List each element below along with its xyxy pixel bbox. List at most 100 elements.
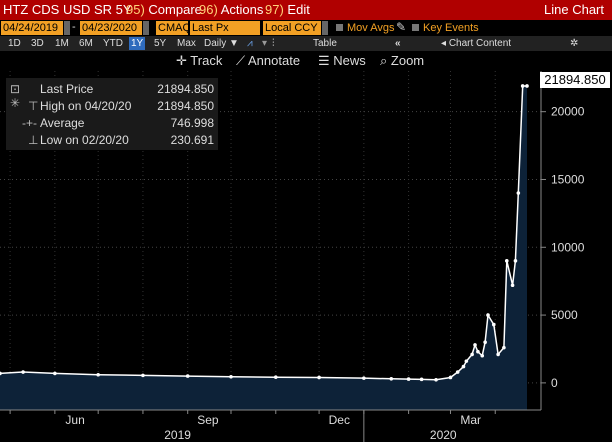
price-area	[0, 86, 527, 410]
y-tick-label: 0	[551, 376, 558, 390]
track-icon: ✛	[176, 53, 187, 68]
data-point	[434, 377, 438, 382]
x-tick-label: Mar	[460, 413, 481, 427]
data-point	[455, 370, 460, 374]
edit-menu[interactable]: 97) Edit	[265, 2, 310, 17]
legend-high-label: High on 04/20/20	[40, 99, 132, 113]
zoom-button[interactable]: ⌕ Zoom	[380, 53, 424, 69]
legend-average[interactable]: -+- Average 746.998	[10, 116, 214, 132]
range-5y[interactable]: 5Y	[154, 38, 167, 49]
data-point	[480, 353, 485, 358]
annotate-label: Annotate	[248, 53, 301, 68]
table-button[interactable]: Table	[313, 38, 337, 49]
legend-average-label: Average	[40, 116, 85, 130]
chart-type-dropdown-icon[interactable]: ▾	[262, 38, 268, 49]
data-point	[520, 84, 525, 88]
high-marker-icon: ⊤	[28, 99, 39, 113]
end-date-field[interactable]: 04/23/2020	[80, 21, 142, 35]
mov-avgs-label[interactable]: Mov Avgs	[347, 22, 395, 34]
range-1m[interactable]: 1M	[55, 38, 69, 49]
mov-avgs-checkbox[interactable]	[336, 24, 343, 31]
edit-menu-number: 97)	[265, 2, 284, 17]
compare-menu-label: Compare	[148, 2, 202, 17]
price-field[interactable]: Last Px	[190, 21, 260, 35]
data-point	[96, 372, 100, 377]
data-point	[185, 374, 190, 378]
legend-last-price[interactable]: ⊡ ✳ Last Price 21894.850	[10, 82, 214, 110]
legend-average-value: 746.998	[170, 116, 214, 130]
end-date-calendar-icon[interactable]	[143, 21, 149, 35]
key-events-checkbox[interactable]	[412, 24, 419, 31]
data-point	[53, 371, 57, 376]
average-marker-icon: -+-	[22, 116, 37, 130]
data-point	[486, 313, 490, 317]
data-point	[516, 191, 521, 195]
annotate-button[interactable]: ⟋ Annotate	[236, 53, 300, 69]
currency-dropdown-icon[interactable]	[322, 21, 328, 35]
news-button[interactable]: ☰ News	[318, 53, 366, 69]
candle-chart-type-icon[interactable]: ⫶	[272, 38, 275, 49]
data-point	[229, 374, 233, 379]
actions-menu[interactable]: 96) Actions	[199, 2, 263, 17]
data-point	[389, 377, 394, 381]
data-point	[476, 349, 480, 354]
security-title[interactable]: HTZ CDS USD SR 5Y	[3, 2, 132, 17]
data-point	[448, 375, 453, 380]
price-markers	[0, 84, 529, 382]
frequency-label: Daily	[204, 38, 227, 49]
data-point	[21, 370, 25, 374]
range-ytd[interactable]: YTD	[103, 38, 123, 49]
x-tick-label: Dec	[329, 413, 350, 427]
source-field[interactable]: CMAQ	[156, 21, 191, 35]
y-axis-ticks: 0 5000 10000 15000 20000	[541, 105, 585, 390]
news-label: News	[333, 53, 366, 68]
compare-menu[interactable]: 95) Compare	[126, 2, 202, 17]
legend-high[interactable]: ⊤ High on 04/20/20 21894.850	[10, 99, 214, 115]
track-button[interactable]: ✛ Track	[176, 53, 222, 69]
compare-menu-number: 95)	[126, 2, 145, 17]
legend-low[interactable]: ⊥ Low on 02/20/20 230.691	[10, 133, 214, 149]
key-events-label[interactable]: Key Events	[423, 22, 479, 34]
range-1y[interactable]: 1Y	[129, 37, 146, 50]
legend-last-price-value: 21894.850	[157, 82, 214, 96]
legend: ⊡ ✳ Last Price 21894.850 ⊤ High on 04/20…	[6, 78, 218, 150]
data-point	[362, 376, 366, 380]
collapse-left-icon[interactable]: «	[395, 38, 401, 49]
x-tick-label: Jun	[65, 413, 84, 427]
start-date-calendar-icon[interactable]	[64, 21, 70, 35]
legend-low-value: 230.691	[170, 133, 214, 147]
start-date-field[interactable]: 04/24/2019	[1, 21, 63, 35]
gear-icon[interactable]: ✲	[570, 38, 579, 49]
range-bar: 1D 3D 1M 6M YTD 1Y 5Y Max Daily ▼ ⩘ ▾ ⫶ …	[0, 36, 612, 51]
currency-field[interactable]: Local CCY	[263, 21, 321, 35]
data-point	[491, 322, 496, 327]
zoom-icon: ⌕	[380, 53, 388, 68]
legend-high-value: 21894.850	[157, 99, 214, 113]
view-title: Line Chart	[544, 2, 604, 17]
title-bar: HTZ CDS USD SR 5Y 95) Compare 96) Action…	[0, 0, 612, 20]
data-point	[525, 84, 529, 88]
pencil-icon[interactable]: ✎	[396, 20, 407, 34]
data-point	[273, 375, 278, 379]
range-max[interactable]: Max	[177, 38, 196, 49]
range-3d[interactable]: 3D	[31, 38, 44, 49]
range-6m[interactable]: 6M	[79, 38, 93, 49]
date-separator: -	[72, 21, 76, 33]
frequency-dropdown[interactable]: Daily ▼	[204, 37, 239, 50]
track-label: Track	[190, 53, 223, 68]
y-tick-label: 10000	[551, 240, 585, 254]
data-point	[419, 377, 424, 382]
low-marker-icon: ⊥	[28, 133, 39, 147]
news-icon: ☰	[318, 53, 330, 68]
data-point	[513, 259, 518, 263]
chart-content-label: Chart Content	[448, 38, 512, 49]
annotate-icon: ⟋	[236, 53, 246, 68]
chevron-down-icon: ▼	[229, 38, 239, 49]
last-price-tag: 21894.850	[540, 72, 610, 88]
line-chart-type-icon[interactable]: ⩘	[247, 38, 253, 49]
data-point	[473, 343, 477, 347]
chart-content-button[interactable]: ◂ Chart Content	[441, 37, 511, 50]
parameter-bar: 04/24/2019 - 04/23/2020 CMAQ Last Px Loc…	[0, 20, 612, 36]
x-year-label: 2019	[164, 428, 191, 442]
range-1d[interactable]: 1D	[8, 38, 21, 49]
